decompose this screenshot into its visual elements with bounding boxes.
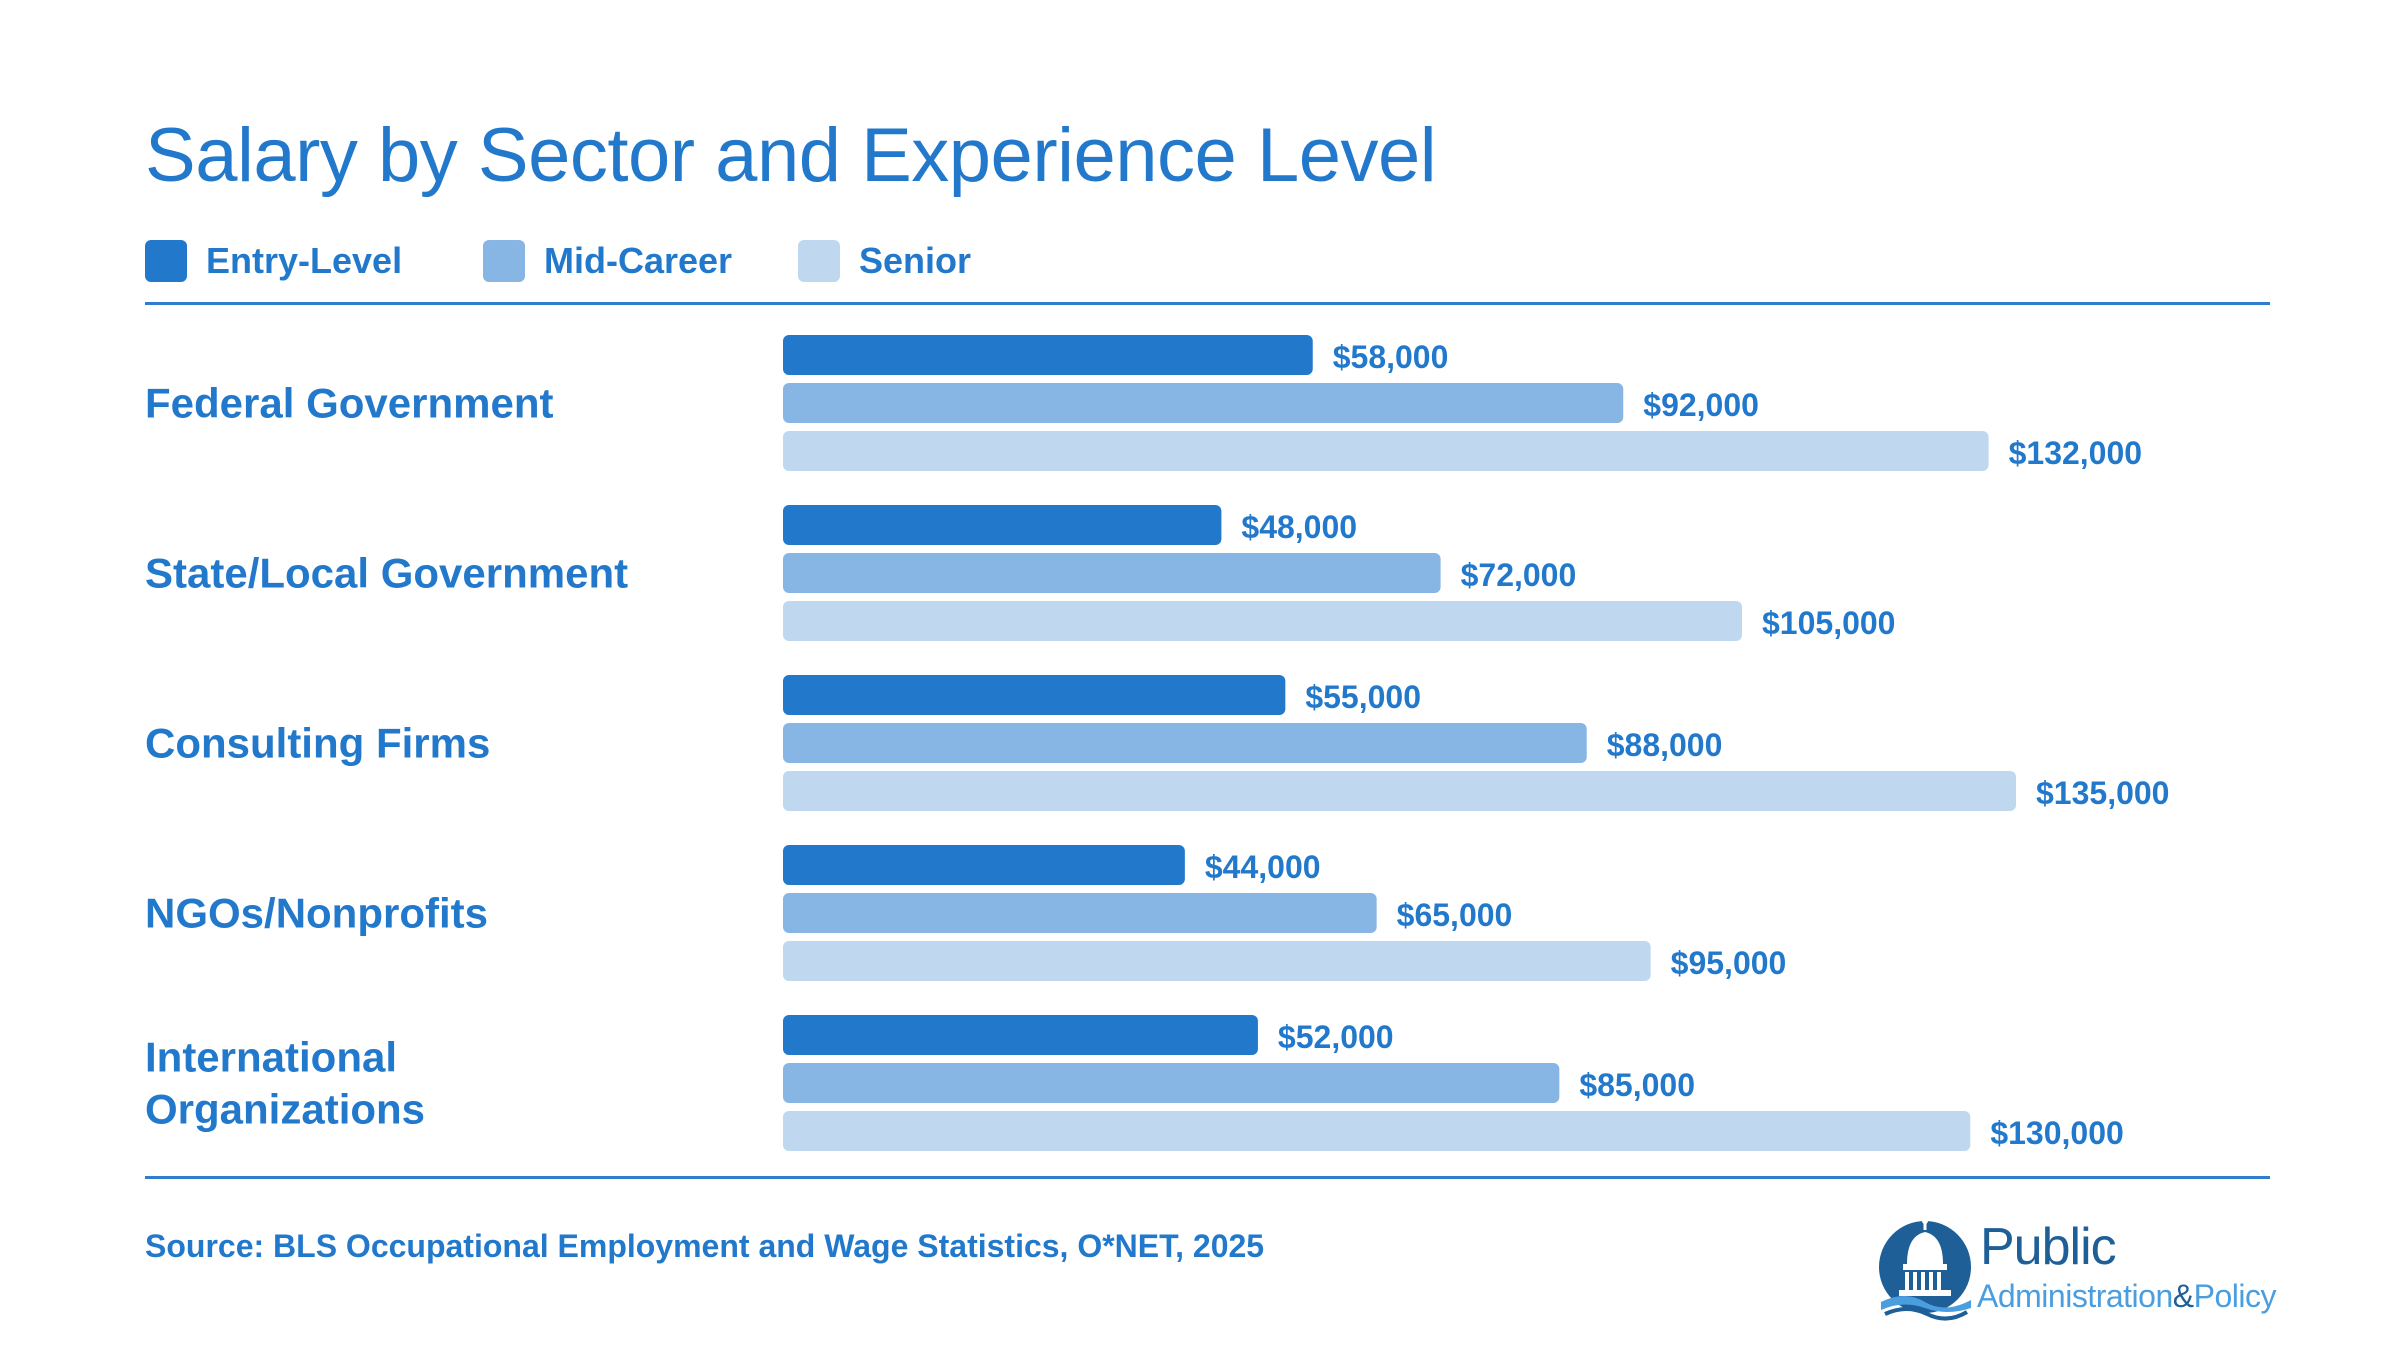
value-label-mid-career: $88,000: [1607, 727, 1723, 763]
logo-word-ampersand: &: [2172, 1278, 2194, 1314]
bar-entry-level: [783, 335, 1313, 375]
category-label: State/Local Government: [145, 550, 628, 597]
legend-swatch-senior: [798, 240, 840, 282]
bar-entry-level: [783, 1015, 1258, 1055]
bar-mid-career: [783, 723, 1587, 763]
value-label-entry-level: $58,000: [1333, 339, 1449, 375]
value-label-senior: $105,000: [1762, 605, 1895, 641]
legend-item-senior: Senior: [798, 236, 971, 286]
category-label-line: NGOs/Nonprofits: [145, 890, 488, 937]
capitol-dome-icon: [1879, 1218, 1971, 1321]
value-label-entry-level: $55,000: [1305, 679, 1421, 715]
bar-senior: [783, 771, 2016, 811]
category-label-line: Federal Government: [145, 380, 553, 427]
legend-item-mid-career: Mid-Career: [483, 236, 732, 286]
value-label-entry-level: $48,000: [1241, 509, 1357, 545]
bar-senior: [783, 431, 1989, 471]
value-label-senior: $95,000: [1671, 945, 1787, 981]
bar-senior: [783, 941, 1651, 981]
bar-mid-career: [783, 553, 1441, 593]
bar-mid-career: [783, 893, 1377, 933]
value-label-mid-career: $85,000: [1579, 1067, 1695, 1103]
category-label: NGOs/Nonprofits: [145, 890, 488, 937]
publisher-logo: Public Administration&Policy: [1875, 1212, 2276, 1327]
category-label-line: Consulting Firms: [145, 720, 490, 767]
category-label-line: Organizations: [145, 1086, 425, 1133]
bar-entry-level: [783, 845, 1185, 885]
bottom-divider: [145, 1176, 2270, 1179]
bar-senior: [783, 601, 1742, 641]
category-label-line: International: [145, 1034, 397, 1081]
logo-word-policy: Policy: [2193, 1278, 2277, 1314]
bar-mid-career: [783, 1063, 1560, 1103]
category-label: Federal Government: [145, 380, 553, 427]
top-divider: [145, 302, 2270, 305]
legend-label-mid-career: Mid-Career: [544, 240, 733, 281]
value-label-entry-level: $52,000: [1278, 1019, 1394, 1055]
legend-swatch-mid-career: [483, 240, 525, 282]
source-note: Source: BLS Occupational Employment and …: [145, 1228, 1265, 1264]
value-label-mid-career: $65,000: [1397, 897, 1513, 933]
bar-entry-level: [783, 505, 1222, 545]
category-label: International Organizations: [145, 1034, 425, 1133]
legend-item-entry-level: Entry-Level: [145, 236, 402, 286]
bar-chart: Federal Government $58,000 $92,000 $132,000…: [145, 335, 2169, 1151]
logo-wordmark-public: Public: [1980, 1218, 2117, 1276]
chart-title: Salary by Sector and Experience Level: [145, 113, 1437, 198]
logo-wordmark-admin-policy: Administration&Policy: [1977, 1278, 2276, 1315]
value-label-entry-level: $44,000: [1205, 849, 1321, 885]
category-label: Consulting Firms: [145, 720, 490, 767]
category-label-line: State/Local Government: [145, 550, 628, 597]
value-label-mid-career: $92,000: [1643, 387, 1759, 423]
value-label-mid-career: $72,000: [1461, 557, 1577, 593]
value-label-senior: $135,000: [2036, 775, 2169, 811]
legend-label-entry-level: Entry-Level: [206, 240, 403, 281]
legend-swatch-entry-level: [145, 240, 187, 282]
value-label-senior: $132,000: [2009, 435, 2142, 471]
bar-mid-career: [783, 383, 1624, 423]
bar-entry-level: [783, 675, 1286, 715]
legend-label-senior: Senior: [859, 240, 972, 281]
logo-word-administration: Administration: [1977, 1278, 2173, 1314]
bar-senior: [783, 1111, 1971, 1151]
value-label-senior: $130,000: [1990, 1115, 2123, 1151]
